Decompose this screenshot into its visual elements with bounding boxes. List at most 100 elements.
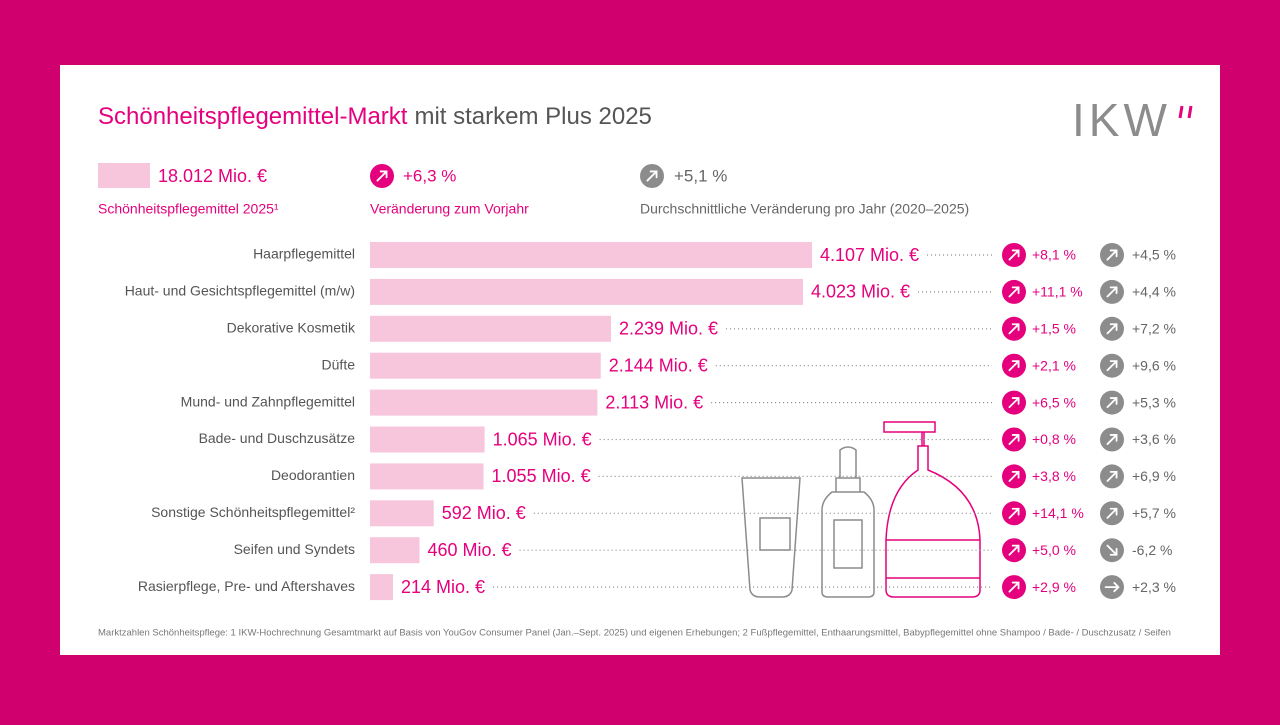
category-label: Bade- und Duschzusätze (199, 430, 356, 446)
total-label: 18.012 Mio. € (158, 166, 267, 186)
change-label: +6,5 % (1032, 394, 1076, 410)
value-label: 460 Mio. € (428, 540, 512, 560)
category-label: Haarpflegemittel (253, 246, 355, 262)
illustration (741, 421, 981, 598)
change-label: +2,1 % (1032, 357, 1076, 373)
category-label: Düfte (322, 356, 356, 372)
trend-icon (1100, 575, 1124, 600)
category-label: Seifen und Syndets (234, 541, 355, 557)
category-label: Rasierpflege, Pre- und Aftershaves (138, 578, 355, 594)
trend-icon (1002, 390, 1026, 415)
avg-caption: Durchschnittliche Veränderung pro Jahr (… (640, 201, 969, 217)
trend-icon (1002, 427, 1026, 452)
icon-arrow (1008, 360, 1020, 372)
icon-arrow (1008, 286, 1020, 298)
total-caption: Schönheitspflegemittel 2025¹ (98, 201, 279, 217)
trend-icon (1002, 464, 1026, 489)
change-label: +4,4 % (1132, 284, 1176, 300)
change-label: +2,3 % (1132, 579, 1176, 595)
icon-arrow (1106, 470, 1118, 482)
trend-icon (1002, 316, 1026, 341)
trend-icon (1002, 243, 1026, 267)
title: Schönheitspflegemittel-Markt mit starkem … (98, 103, 652, 130)
value-label: 4.023 Mio. € (811, 282, 910, 302)
change-label: +5,0 % (1032, 542, 1076, 558)
icon-arrow (1106, 397, 1118, 409)
bar (370, 463, 484, 490)
icon-arrow (1106, 544, 1118, 556)
category-label: Dekorative Kosmetik (227, 320, 356, 336)
value-label: 2.113 Mio. € (605, 392, 703, 412)
trend-icon (640, 164, 664, 188)
title-rest: mit starkem Plus 2025 (414, 103, 651, 130)
bar (370, 352, 601, 379)
avg-label: +5,1 % (674, 166, 727, 185)
icon-arrow (1008, 397, 1020, 409)
value-label: 1.055 Mio. € (492, 466, 591, 486)
icon-arrow (1106, 507, 1118, 519)
bar (370, 574, 394, 601)
value-label: 2.239 Mio. € (619, 319, 718, 339)
category-label: Mund- und Zahnpflegemittel (181, 393, 355, 409)
yoy-label: +6,3 % (403, 166, 456, 185)
trend-icon (1100, 538, 1124, 563)
trend-icon (1100, 427, 1124, 452)
change-label: +1,5 % (1032, 321, 1076, 337)
icon-arrow (1106, 286, 1118, 298)
value-label: 1.065 Mio. € (493, 429, 592, 449)
footnote: Marktzahlen Schönheitspflege: 1 IKW-Hoch… (98, 628, 1171, 639)
change-label: +11,1 % (1032, 284, 1083, 300)
bar (370, 537, 420, 564)
change-label: +3,8 % (1032, 468, 1076, 484)
icon-arrow (1008, 249, 1020, 261)
icon-arrow (1008, 581, 1020, 593)
logo: IKW (1072, 94, 1171, 146)
change-label: +6,9 % (1132, 468, 1176, 484)
bar (370, 389, 598, 416)
bar (370, 315, 611, 342)
category-label: Haut- und Gesichtspflegemittel (m/w) (125, 283, 355, 299)
value-label: 2.144 Mio. € (609, 355, 708, 375)
logo-mark (1178, 105, 1193, 119)
change-label: +5,7 % (1132, 505, 1176, 521)
change-label: +0,8 % (1032, 431, 1076, 447)
category-label: Sonstige Schönheitspflegemittel² (151, 504, 355, 520)
trend-icon (1002, 538, 1026, 563)
trend-icon (1002, 279, 1026, 304)
yoy-caption: Veränderung zum Vorjahr (370, 201, 529, 217)
icon-arrow (1008, 470, 1020, 482)
bar (370, 500, 434, 527)
bar (370, 426, 485, 453)
trend-icon (370, 164, 394, 188)
trend-icon (1100, 501, 1124, 526)
trend-icon (1100, 464, 1124, 489)
change-label: +4,5 % (1132, 247, 1176, 263)
value-label: 214 Mio. € (401, 577, 485, 597)
icon-arrow (1106, 323, 1118, 335)
change-label: +7,2 % (1132, 321, 1176, 337)
icon-arrow (1008, 544, 1020, 556)
change-label: +8,1 % (1032, 247, 1076, 263)
icon-arrow (646, 170, 658, 182)
trend-icon (1100, 243, 1124, 267)
trend-icon (1100, 316, 1124, 341)
total-icon (98, 163, 150, 188)
icon-arrow (1104, 582, 1120, 593)
trend-icon (1002, 501, 1026, 526)
card (60, 65, 1220, 655)
change-label: +14,1 % (1032, 505, 1084, 521)
icon-arrow (1106, 434, 1118, 445)
bar (370, 278, 803, 305)
icon-arrow (1106, 360, 1118, 372)
icon-arrow (376, 170, 388, 182)
icon-arrow (1008, 323, 1020, 335)
trend-icon (1100, 353, 1124, 378)
change-label: +2,9 % (1032, 579, 1076, 595)
value-label: 592 Mio. € (442, 503, 526, 523)
bar (370, 242, 812, 268)
icon-arrow (1106, 249, 1118, 261)
change-label: +9,6 % (1132, 357, 1176, 373)
trend-icon (1002, 575, 1026, 600)
change-label: +3,6 % (1132, 431, 1176, 447)
